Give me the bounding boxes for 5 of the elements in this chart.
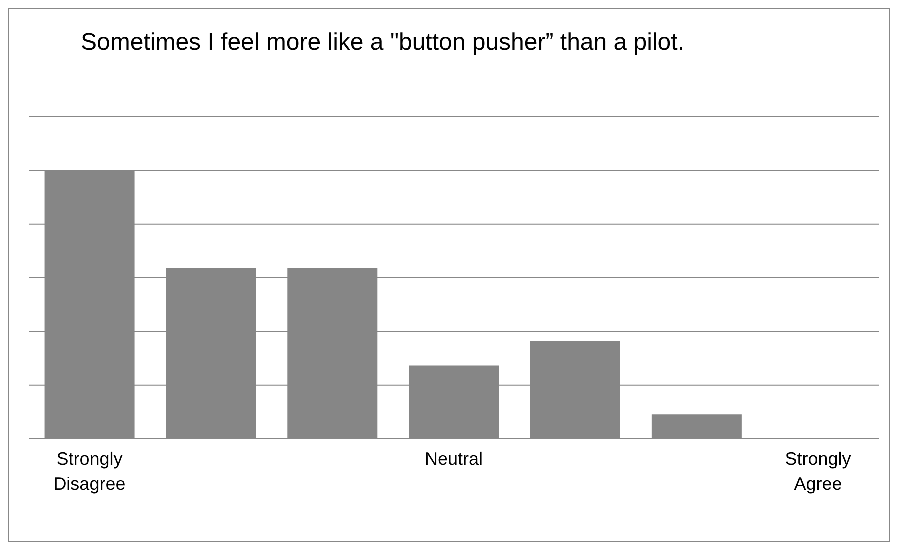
bar [652,414,742,439]
chart-title: Sometimes I feel more like a "button pusher” than a pilot. [81,28,686,58]
x-tick-label: Strongly Disagree [54,449,126,494]
x-tick-label: Neutral [424,449,484,469]
x-tick-label: Strongly Agree [785,449,852,494]
